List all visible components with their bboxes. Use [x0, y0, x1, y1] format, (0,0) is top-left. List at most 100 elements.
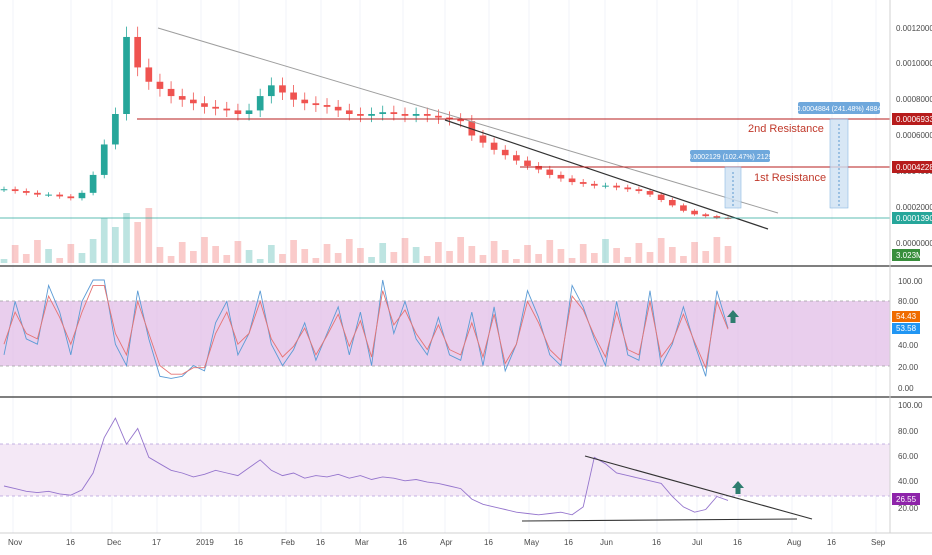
- candle-body[interactable]: [145, 67, 153, 82]
- time-tick: 2019: [196, 538, 214, 547]
- candle-body[interactable]: [256, 96, 264, 111]
- rsi-badge-text: 26.55: [896, 495, 917, 504]
- candle-body[interactable]: [312, 103, 320, 106]
- volume-bar: [668, 247, 676, 263]
- candle-body[interactable]: [457, 119, 465, 122]
- candle-body[interactable]: [590, 183, 598, 186]
- candle-body[interactable]: [423, 114, 431, 116]
- candle-body[interactable]: [334, 106, 342, 111]
- stoch-d-line[interactable]: [3, 284, 729, 375]
- candle-body[interactable]: [357, 114, 364, 116]
- time-scale[interactable]: Nov 16 Dec 17 2019 16 Feb 16 Mar 16 Apr 16 May 16 Jun 1…: [8, 538, 886, 547]
- candle-body[interactable]: [67, 196, 75, 199]
- candle-body[interactable]: [234, 110, 242, 114]
- candle-body[interactable]: [89, 174, 97, 193]
- last-price-badge: [892, 212, 932, 224]
- candle-body[interactable]: [301, 99, 309, 104]
- candle-body[interactable]: [279, 85, 286, 93]
- volume-bar: [134, 222, 142, 263]
- candle-body[interactable]: [668, 200, 676, 206]
- candle-body[interactable]: [412, 114, 420, 116]
- candle-body[interactable]: [490, 142, 498, 150]
- volume-bar: [390, 252, 398, 263]
- candle-body[interactable]: [468, 121, 476, 136]
- candle-body[interactable]: [223, 108, 231, 111]
- candle-body[interactable]: [613, 185, 620, 188]
- candle-body[interactable]: [557, 174, 565, 179]
- candle-body[interactable]: [401, 114, 409, 116]
- candle-body[interactable]: [513, 155, 520, 161]
- rsi-scale[interactable]: 100.00 80.00 60.00 40.00 20.00: [898, 401, 923, 513]
- candle-body[interactable]: [702, 214, 710, 217]
- volume-bar: [234, 241, 242, 263]
- candle-body[interactable]: [680, 205, 687, 211]
- candle-body[interactable]: [390, 112, 398, 114]
- measure-box-large[interactable]: [829, 118, 849, 209]
- candle-body[interactable]: [323, 105, 331, 107]
- candle-body[interactable]: [22, 191, 30, 193]
- candle-body[interactable]: [56, 194, 64, 197]
- candle-body[interactable]: [691, 210, 698, 215]
- price-candles[interactable]: [0, 26, 732, 220]
- candle-body[interactable]: [100, 144, 108, 175]
- candle-body[interactable]: [167, 88, 175, 97]
- volume-bar: [34, 240, 41, 263]
- candle-body[interactable]: [646, 191, 654, 195]
- stoch-d-badge-text: 53.58: [896, 324, 917, 333]
- rsi-support-line[interactable]: [521, 518, 798, 522]
- volume-bar: [713, 237, 721, 263]
- candle-body[interactable]: [156, 81, 164, 89]
- candle-body[interactable]: [535, 165, 542, 170]
- candle-body[interactable]: [267, 85, 275, 97]
- candle-body[interactable]: [579, 182, 587, 184]
- candle-body[interactable]: [568, 178, 576, 183]
- candle-body[interactable]: [134, 36, 142, 68]
- rsi-up-arrow-icon: [732, 481, 744, 494]
- candle-body[interactable]: [212, 106, 219, 109]
- candle-body[interactable]: [713, 216, 721, 218]
- rsi-resistance-trendline[interactable]: [584, 455, 813, 520]
- volume-bar: [345, 239, 353, 263]
- candle-body[interactable]: [724, 217, 732, 219]
- candle-body[interactable]: [524, 160, 531, 166]
- candle-body[interactable]: [446, 117, 453, 120]
- candle-body[interactable]: [435, 115, 442, 118]
- volume-bar: [312, 258, 320, 263]
- candle-body[interactable]: [45, 194, 52, 196]
- candle-body[interactable]: [34, 192, 41, 195]
- candle-body[interactable]: [201, 103, 208, 107]
- volume-bar: [535, 254, 542, 263]
- candle-body[interactable]: [657, 194, 665, 200]
- long-trendline[interactable]: [157, 27, 779, 214]
- stoch-scale[interactable]: 100.00 80.00 40.00 20.00 0.00: [898, 277, 923, 393]
- candle-body[interactable]: [368, 114, 375, 116]
- volume-bars: [0, 208, 732, 263]
- volume-bar: [0, 259, 8, 263]
- candle-body[interactable]: [11, 189, 19, 192]
- rsi-line[interactable]: [3, 417, 729, 516]
- candle-body[interactable]: [112, 114, 119, 145]
- candle-body[interactable]: [123, 36, 130, 115]
- candle-body[interactable]: [501, 149, 509, 156]
- candle-body[interactable]: [479, 135, 487, 143]
- candle-body[interactable]: [78, 192, 86, 199]
- candle-body[interactable]: [624, 187, 632, 190]
- candle-body[interactable]: [0, 189, 8, 191]
- candle-body[interactable]: [190, 99, 197, 104]
- stoch-k-badge-text: 54.43: [896, 312, 917, 321]
- candle-body[interactable]: [635, 189, 643, 192]
- measure-box-small[interactable]: [724, 166, 742, 209]
- candle-body[interactable]: [546, 169, 554, 175]
- time-tick: Sep: [871, 538, 886, 547]
- candle-body[interactable]: [345, 110, 353, 114]
- price-tick: 0.0008000: [896, 95, 932, 104]
- candle-body[interactable]: [290, 92, 297, 100]
- candle-body[interactable]: [379, 112, 387, 114]
- candle-body[interactable]: [602, 185, 609, 187]
- candle-body[interactable]: [178, 96, 186, 100]
- volume-bar: [590, 253, 598, 263]
- short-trendline[interactable]: [444, 119, 769, 230]
- candle-body[interactable]: [245, 110, 253, 114]
